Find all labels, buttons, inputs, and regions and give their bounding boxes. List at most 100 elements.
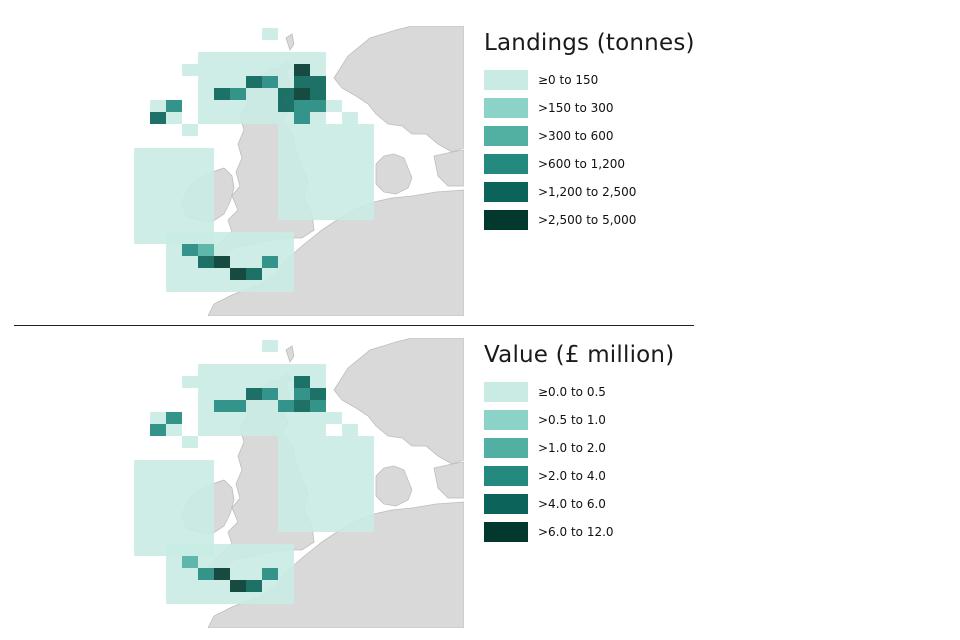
grid-cell bbox=[310, 460, 326, 472]
value-map bbox=[134, 338, 464, 628]
grid-cell bbox=[278, 232, 294, 244]
legend-swatch bbox=[484, 70, 528, 90]
grid-cell bbox=[134, 196, 150, 208]
grid-cell bbox=[182, 220, 198, 232]
grid-cell bbox=[294, 388, 310, 400]
grid-cell bbox=[358, 496, 374, 508]
grid-cell bbox=[342, 136, 358, 148]
grid-cell bbox=[214, 64, 230, 76]
grid-cell bbox=[278, 52, 294, 64]
grid-cell bbox=[310, 196, 326, 208]
grid-cell bbox=[166, 256, 182, 268]
grid-cell bbox=[278, 88, 294, 100]
grid-cell bbox=[310, 520, 326, 532]
legend-item: ≥0.0 to 0.5 bbox=[484, 378, 724, 406]
land-denmark bbox=[375, 153, 413, 195]
grid-cell bbox=[294, 64, 310, 76]
grid-cell bbox=[230, 580, 246, 592]
grid-cell bbox=[246, 268, 262, 280]
grid-cell bbox=[278, 484, 294, 496]
grid-cell bbox=[198, 52, 214, 64]
grid-cell bbox=[262, 256, 278, 268]
grid-cell bbox=[198, 244, 214, 256]
grid-cell bbox=[230, 88, 246, 100]
grid-cell bbox=[326, 208, 342, 220]
grid-cell bbox=[230, 388, 246, 400]
grid-cell bbox=[150, 184, 166, 196]
grid-cell bbox=[358, 436, 374, 448]
grid-cell bbox=[134, 184, 150, 196]
grid-cell bbox=[166, 160, 182, 172]
grid-cell bbox=[214, 376, 230, 388]
grid-cell bbox=[342, 208, 358, 220]
grid-cell bbox=[358, 484, 374, 496]
grid-cell bbox=[326, 508, 342, 520]
grid-cell bbox=[198, 568, 214, 580]
grid-cell bbox=[342, 424, 358, 436]
grid-cell bbox=[310, 484, 326, 496]
grid-cell bbox=[278, 256, 294, 268]
grid-cell bbox=[150, 412, 166, 424]
grid-cell bbox=[198, 412, 214, 424]
grid-cell bbox=[278, 112, 294, 124]
grid-cell bbox=[278, 268, 294, 280]
grid-cell bbox=[166, 184, 182, 196]
grid-cell bbox=[310, 112, 326, 124]
grid-cell bbox=[278, 400, 294, 412]
grid-cell bbox=[182, 436, 198, 448]
grid-cell bbox=[358, 124, 374, 136]
legend-label: >300 to 600 bbox=[538, 129, 614, 143]
grid-cell bbox=[150, 532, 166, 544]
grid-cell bbox=[294, 136, 310, 148]
grid-cell bbox=[310, 424, 326, 436]
legend-swatch bbox=[484, 154, 528, 174]
grid-cell bbox=[198, 232, 214, 244]
grid-cell bbox=[278, 544, 294, 556]
grid-cell bbox=[182, 280, 198, 292]
grid-cell bbox=[278, 496, 294, 508]
legend-item: >2,500 to 5,000 bbox=[484, 206, 724, 234]
grid-cell bbox=[310, 184, 326, 196]
grid-cell bbox=[150, 112, 166, 124]
grid-cell bbox=[182, 268, 198, 280]
grid-cell bbox=[198, 376, 214, 388]
legend-swatch bbox=[484, 98, 528, 118]
grid-cell bbox=[278, 364, 294, 376]
legend-label: >6.0 to 12.0 bbox=[538, 525, 614, 539]
grid-cell bbox=[214, 388, 230, 400]
grid-cell bbox=[214, 76, 230, 88]
grid-cell bbox=[166, 580, 182, 592]
grid-cell bbox=[310, 100, 326, 112]
grid-cell bbox=[326, 520, 342, 532]
grid-cell bbox=[294, 436, 310, 448]
grid-cell bbox=[246, 592, 262, 604]
grid-cell bbox=[262, 340, 278, 352]
grid-cell bbox=[166, 508, 182, 520]
grid-cell bbox=[294, 100, 310, 112]
grid-cell bbox=[294, 124, 310, 136]
grid-cell bbox=[198, 76, 214, 88]
grid-cell bbox=[198, 208, 214, 220]
grid-cell bbox=[358, 184, 374, 196]
grid-cell bbox=[150, 220, 166, 232]
grid-cell bbox=[310, 364, 326, 376]
grid-cell bbox=[198, 424, 214, 436]
grid-cell bbox=[182, 184, 198, 196]
grid-cell bbox=[358, 460, 374, 472]
grid-cell bbox=[246, 376, 262, 388]
grid-cell bbox=[246, 580, 262, 592]
grid-cell bbox=[166, 532, 182, 544]
grid-cell bbox=[294, 520, 310, 532]
grid-cell bbox=[342, 508, 358, 520]
grid-cell bbox=[262, 544, 278, 556]
grid-cell bbox=[326, 160, 342, 172]
grid-cell bbox=[134, 508, 150, 520]
grid-cell bbox=[134, 532, 150, 544]
grid-cell bbox=[230, 424, 246, 436]
grid-cell bbox=[182, 376, 198, 388]
grid-cell bbox=[166, 100, 182, 112]
grid-cell bbox=[214, 52, 230, 64]
grid-cell bbox=[342, 520, 358, 532]
grid-cell bbox=[214, 268, 230, 280]
grid-cell bbox=[246, 388, 262, 400]
